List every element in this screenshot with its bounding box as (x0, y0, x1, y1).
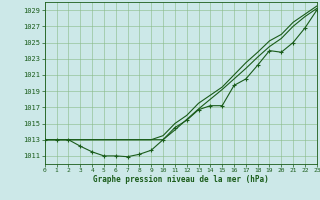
X-axis label: Graphe pression niveau de la mer (hPa): Graphe pression niveau de la mer (hPa) (93, 175, 269, 184)
